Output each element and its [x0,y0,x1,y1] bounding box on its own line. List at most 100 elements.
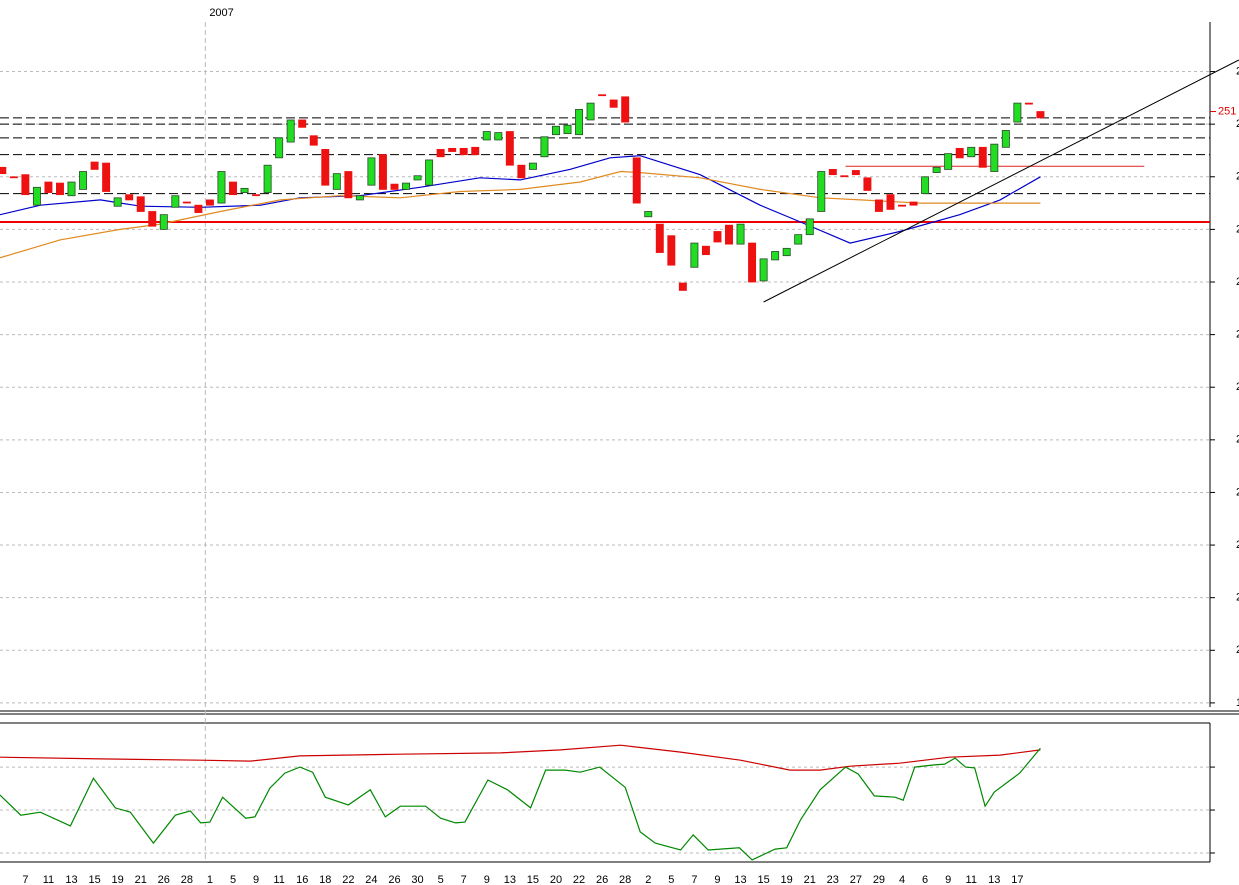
candle-body [851,170,860,176]
x-tick-label: 11 [43,874,54,885]
candle-body [886,194,895,210]
x-tick-label: 13 [734,874,746,885]
candle-body [632,157,641,204]
x-tick-label: 20 [550,874,562,885]
candle-body [448,147,457,152]
x-tick-label: 5 [438,874,444,885]
candle-body [690,242,699,268]
candle-body [517,164,526,179]
candle-body [759,258,768,282]
x-tick-label: 5 [668,874,674,885]
candle-body [921,176,930,195]
candle-body [275,137,284,159]
y-tick-label: 2 [1236,381,1239,393]
candle-body [298,119,307,128]
candle-body [436,149,445,158]
indicator-line [0,155,1041,244]
candle-body [528,162,537,170]
candle-body [944,153,953,170]
y-tick-label: 2 [1236,539,1239,551]
y-tick-label: 2 [1236,592,1239,604]
candle-body [390,183,399,190]
candle-body [540,136,549,158]
candle-body [667,235,676,266]
candle-body [125,194,134,201]
x-tick-label: 23 [827,874,839,885]
candle-body [459,147,468,156]
trend-line [763,59,1239,303]
x-tick-label: 17 [1011,874,1023,885]
x-tick-label: 27 [850,874,862,885]
candle-body [782,247,791,257]
y-tick-label: 2 [1236,65,1239,77]
candle-body [286,119,295,143]
candle-body [725,224,733,245]
candle-body [805,218,814,236]
x-tick-label: 1 [207,874,213,885]
x-tick-label: 24 [365,874,377,885]
candle-body [828,169,837,176]
y-tick-label: 2 [1236,276,1239,288]
candle-body [252,194,261,197]
x-tick-label: 26 [158,874,170,885]
candle-body [736,223,745,245]
x-tick-label: 13 [988,874,1000,885]
candle-body [955,147,964,159]
x-tick-label: 11 [273,874,284,885]
x-tick-label: 19 [781,874,793,885]
candle-body [621,96,630,123]
x-tick-label: 29 [873,874,885,885]
candle-body [113,197,122,207]
x-tick-label: 7 [461,874,467,885]
candle-body [367,157,376,186]
x-tick-label: 16 [296,874,308,885]
candle-body [609,99,618,108]
candle-body [990,143,999,172]
last-price-label: 251 [1218,105,1236,117]
indicator-line [0,747,1041,861]
candle-body [217,171,226,204]
candle-body [79,171,88,190]
x-tick-label: 11 [966,874,977,885]
candle-body [0,166,7,175]
y-tick-label: 2 [1236,644,1239,656]
candle-body [748,242,757,283]
candle-body [136,196,145,212]
candle-body [794,234,803,245]
candle-body [874,199,883,212]
candle-body [1036,111,1045,119]
candle-body [575,109,584,136]
y-tick-label: 2 [1236,486,1239,498]
candle-body [586,102,595,121]
x-tick-label: 15 [527,874,539,885]
x-tick-label: 15 [757,874,769,885]
candle-body [159,214,168,230]
x-tick-label: 26 [596,874,608,885]
candle-body [102,162,111,192]
candle-body [44,181,53,193]
candle-body [598,94,607,97]
candle-body [1024,102,1033,105]
candle-body [148,211,157,227]
candle-body [978,146,987,168]
candle-body [263,164,272,193]
candle-body [840,175,849,178]
y-tick-label: 2 [1236,118,1239,130]
x-tick-label: 7 [691,874,697,885]
x-tick-label: 9 [945,874,951,885]
x-tick-label: 28 [619,874,631,885]
candle-body [402,182,411,190]
x-tick-label: 26 [388,874,400,885]
candle-body [471,146,480,156]
x-tick-label: 22 [342,874,354,885]
x-tick-label: 9 [714,874,720,885]
x-tick-label: 4 [899,874,905,885]
y-tick-label: 2 [1236,223,1239,235]
candle-body [932,166,941,173]
candle-body [552,125,560,136]
x-tick-label: 9 [253,874,259,885]
candle-body [505,131,514,166]
y-tick-label: 1 [1236,697,1239,709]
candle-body [494,132,503,141]
candle-body [898,204,906,207]
